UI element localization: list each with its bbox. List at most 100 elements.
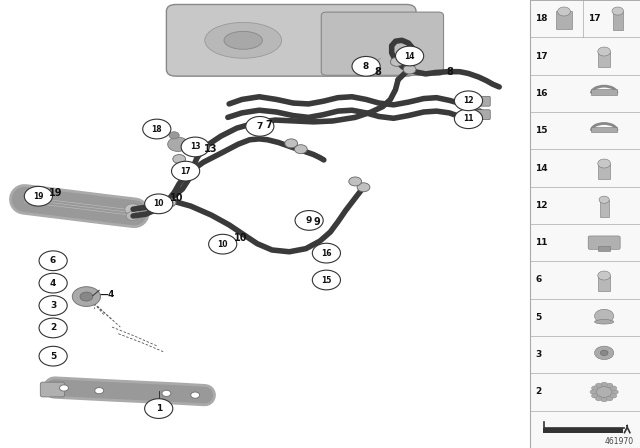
Text: 15: 15 <box>535 126 548 135</box>
FancyBboxPatch shape <box>472 96 490 106</box>
Text: 3: 3 <box>535 350 541 359</box>
Circle shape <box>125 204 140 215</box>
Circle shape <box>163 198 176 207</box>
Text: 3: 3 <box>50 301 56 310</box>
Circle shape <box>209 234 237 254</box>
Ellipse shape <box>224 31 262 49</box>
Circle shape <box>352 56 380 76</box>
FancyBboxPatch shape <box>588 236 620 250</box>
Text: 16: 16 <box>321 249 332 258</box>
Text: 10: 10 <box>170 193 183 203</box>
FancyBboxPatch shape <box>472 110 490 120</box>
Circle shape <box>595 309 614 323</box>
Circle shape <box>39 296 67 315</box>
Circle shape <box>145 399 173 418</box>
Text: 2: 2 <box>535 388 541 396</box>
Circle shape <box>611 386 617 390</box>
Circle shape <box>60 385 68 391</box>
Circle shape <box>169 132 179 139</box>
Text: 8: 8 <box>447 67 454 77</box>
Circle shape <box>191 392 200 398</box>
Text: 13: 13 <box>204 144 217 154</box>
Bar <box>600 200 609 216</box>
Text: 10: 10 <box>234 233 247 243</box>
Bar <box>598 164 610 179</box>
Circle shape <box>403 65 416 74</box>
Circle shape <box>598 47 611 56</box>
Circle shape <box>246 116 274 136</box>
Text: 11: 11 <box>463 114 474 123</box>
Text: 7: 7 <box>265 121 272 130</box>
Text: 18: 18 <box>535 14 548 23</box>
Circle shape <box>172 161 200 181</box>
Text: 461970: 461970 <box>604 437 634 446</box>
Circle shape <box>600 350 608 356</box>
Circle shape <box>606 383 613 388</box>
Circle shape <box>39 273 67 293</box>
Circle shape <box>181 137 209 157</box>
Circle shape <box>590 390 596 394</box>
Circle shape <box>349 177 362 186</box>
Circle shape <box>312 270 340 290</box>
Text: 14: 14 <box>535 164 548 172</box>
Text: 5: 5 <box>535 313 541 322</box>
Text: 6: 6 <box>535 276 541 284</box>
Circle shape <box>598 159 611 168</box>
Text: 4: 4 <box>50 279 56 288</box>
Text: 17: 17 <box>535 52 548 60</box>
Text: 9: 9 <box>314 217 321 227</box>
Circle shape <box>219 238 232 247</box>
FancyBboxPatch shape <box>40 382 65 397</box>
Circle shape <box>454 91 483 111</box>
Circle shape <box>294 145 307 154</box>
Circle shape <box>606 396 613 401</box>
Circle shape <box>611 393 617 398</box>
Circle shape <box>285 139 298 148</box>
Text: 2: 2 <box>50 323 56 332</box>
Text: 19: 19 <box>33 192 44 201</box>
Text: 8: 8 <box>374 67 381 77</box>
Text: 15: 15 <box>321 276 332 284</box>
Text: 19: 19 <box>49 188 63 198</box>
Circle shape <box>162 390 171 396</box>
Bar <box>543 428 623 433</box>
Bar <box>598 52 610 67</box>
Circle shape <box>39 318 67 338</box>
Circle shape <box>595 383 602 388</box>
Circle shape <box>126 211 139 220</box>
Text: 16: 16 <box>535 89 548 98</box>
FancyBboxPatch shape <box>166 4 416 76</box>
Circle shape <box>95 388 104 394</box>
Circle shape <box>39 346 67 366</box>
Text: 7: 7 <box>257 122 263 131</box>
Bar <box>530 0 640 448</box>
Text: 12: 12 <box>535 201 548 210</box>
Text: 10: 10 <box>218 240 228 249</box>
Bar <box>556 12 572 29</box>
Circle shape <box>598 271 611 280</box>
Circle shape <box>182 165 195 174</box>
Text: 5: 5 <box>50 352 56 361</box>
Circle shape <box>612 390 618 394</box>
Circle shape <box>72 287 100 306</box>
Text: 9: 9 <box>306 216 312 225</box>
Bar <box>612 11 623 30</box>
Circle shape <box>24 186 52 206</box>
Circle shape <box>596 387 612 397</box>
Circle shape <box>357 183 370 192</box>
Circle shape <box>591 386 598 390</box>
Circle shape <box>390 57 403 66</box>
Ellipse shape <box>205 22 282 58</box>
Circle shape <box>601 382 607 387</box>
Circle shape <box>612 7 623 15</box>
Text: 1: 1 <box>156 404 162 413</box>
Circle shape <box>168 137 188 151</box>
FancyBboxPatch shape <box>321 12 444 75</box>
Bar <box>598 246 610 251</box>
Text: 12: 12 <box>463 96 474 105</box>
Text: 13: 13 <box>190 142 200 151</box>
Circle shape <box>591 393 598 398</box>
Ellipse shape <box>595 319 614 324</box>
Circle shape <box>80 292 93 301</box>
Circle shape <box>601 397 607 402</box>
